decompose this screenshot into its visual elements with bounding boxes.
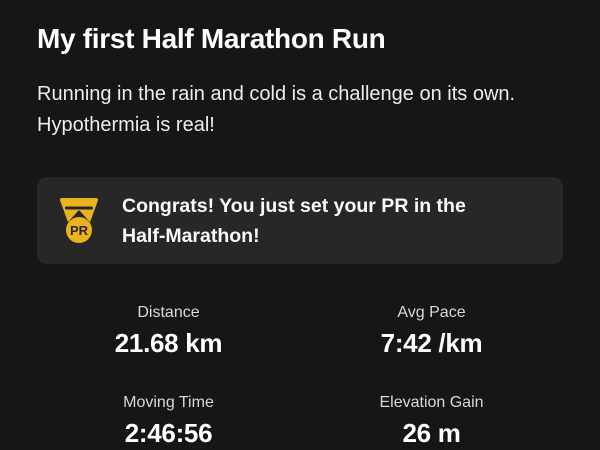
stat-avg-pace-value: 7:42 /km [380,328,483,358]
stat-avg-pace-label: Avg Pace [397,304,466,321]
stat-avg-pace: Avg Pace 7:42 /km [300,303,563,356]
stat-elevation-gain: Elevation Gain 26 m [300,393,563,446]
stat-elevation-gain-label: Elevation Gain [379,394,484,411]
stat-distance-label: Distance [137,304,200,321]
stat-elevation-gain-value: 26 m [402,418,461,448]
stat-moving-time: Moving Time 2:46:56 [37,393,300,446]
stat-distance-value: 21.68 km [114,328,223,358]
pr-achievement-banner[interactable]: PR Congrats! You just set your PR in the… [37,177,563,264]
stat-distance: Distance 21.68 km [37,303,300,356]
activity-title: My first Half Marathon Run [37,23,386,54]
pr-medal-icon: PR [60,197,98,243]
stat-moving-time-value: 2:46:56 [124,418,213,448]
pr-banner-text: Congrats! You just set your PR in the Ha… [122,194,466,247]
pr-medal-label: PR [70,223,89,238]
stat-moving-time-label: Moving Time [123,394,214,411]
stats-grid: Distance 21.68 km Avg Pace 7:42 /km Movi… [37,303,563,446]
activity-description: Running in the rain and cold is a challe… [37,83,516,136]
